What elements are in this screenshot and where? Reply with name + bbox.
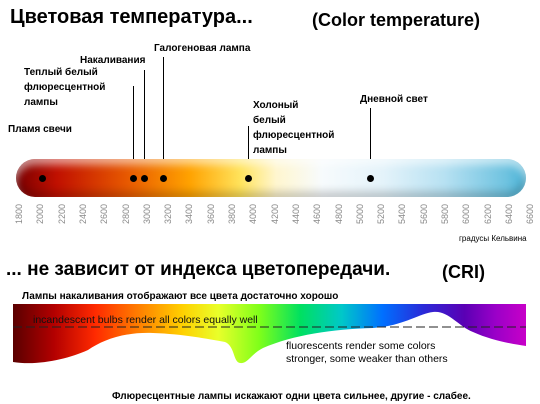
kelvin-tick-3400: 3400 bbox=[183, 204, 195, 231]
incandescent-label: Накаливания bbox=[80, 55, 146, 66]
kelvin-tick-label: 5400 bbox=[397, 204, 408, 225]
daylight-leader-line bbox=[370, 108, 371, 179]
fluorescent-annotation: fluorescents render some colors stronger… bbox=[286, 340, 448, 366]
kelvin-tick-label: 5000 bbox=[354, 204, 365, 225]
kelvin-tick-label: 5600 bbox=[418, 204, 429, 225]
kelvin-units-label: градусы Кельвина bbox=[459, 234, 527, 243]
page-title-english: (Color temperature) bbox=[312, 10, 481, 30]
fluorescent-annotation-line-2: stronger, some weaker than others bbox=[286, 353, 448, 365]
kelvin-tick-5600: 5600 bbox=[418, 204, 430, 231]
color-temperature-bar bbox=[16, 159, 526, 197]
candle-flame-label: Пламя свечи bbox=[8, 124, 72, 135]
daylight-marker bbox=[367, 175, 374, 182]
halogen-marker bbox=[160, 175, 167, 182]
kelvin-tick-label: 6200 bbox=[482, 204, 493, 225]
cool-white-leader-line bbox=[248, 126, 249, 179]
fluorescent-annotation-line-1: fluorescents render some colors bbox=[286, 340, 436, 352]
kelvin-tick-4400: 4400 bbox=[290, 204, 302, 231]
kelvin-tick-label: 6600 bbox=[525, 204, 536, 225]
warm-white-fluorescent-label: Теплый белый флюресцентной лампы bbox=[24, 67, 106, 108]
kelvin-tick-label: 2600 bbox=[99, 204, 110, 225]
cri-title-english: (CRI) bbox=[442, 262, 485, 282]
kelvin-tick-label: 4400 bbox=[290, 204, 301, 225]
kelvin-tick-4600: 4600 bbox=[311, 204, 323, 231]
candle-flame-marker bbox=[39, 175, 46, 182]
kelvin-tick-2200: 2200 bbox=[56, 204, 68, 231]
daylight-label: Дневной свет bbox=[360, 94, 428, 105]
kelvin-tick-label: 4000 bbox=[248, 204, 259, 225]
fluorescent-caption: Флюресцентные лампы искажают одни цвета … bbox=[112, 391, 471, 402]
warm-white-leader-line bbox=[133, 86, 134, 179]
cri-title: ... не зависит от индекса цветопередачи. bbox=[6, 259, 391, 280]
warm-white-fluorescent-marker bbox=[130, 175, 137, 182]
kelvin-tick-5800: 5800 bbox=[439, 204, 451, 231]
cool-white-fluorescent-label: Холоный белый флюресцентной лампы bbox=[253, 100, 335, 156]
incandescent-marker bbox=[141, 175, 148, 182]
kelvin-tick-3200: 3200 bbox=[162, 204, 174, 231]
kelvin-tick-label: 4200 bbox=[269, 204, 280, 225]
kelvin-tick-label: 5200 bbox=[376, 204, 387, 225]
kelvin-tick-5200: 5200 bbox=[375, 204, 387, 231]
kelvin-tick-2400: 2400 bbox=[77, 204, 89, 231]
kelvin-tick-label: 2400 bbox=[77, 204, 88, 225]
incandescent-leader-line bbox=[144, 70, 145, 179]
kelvin-tick-3600: 3600 bbox=[205, 204, 217, 231]
kelvin-tick-4200: 4200 bbox=[269, 204, 281, 231]
spectrum-image bbox=[13, 304, 526, 388]
kelvin-tick-2000: 2000 bbox=[34, 204, 46, 231]
kelvin-tick-6200: 6200 bbox=[482, 204, 494, 231]
kelvin-tick-label: 2200 bbox=[56, 204, 67, 225]
incandescent-annotation: incandescent bulbs render all colors equ… bbox=[33, 314, 258, 326]
incandescent-caption: Лампы накаливания отображают все цвета д… bbox=[22, 291, 339, 302]
kelvin-tick-6600: 6600 bbox=[524, 204, 536, 231]
kelvin-tick-label: 1800 bbox=[14, 204, 24, 225]
kelvin-tick-5000: 5000 bbox=[354, 204, 366, 231]
kelvin-tick-3000: 3000 bbox=[141, 204, 153, 231]
kelvin-tick-label: 6400 bbox=[503, 204, 514, 225]
kelvin-tick-3800: 3800 bbox=[226, 204, 238, 231]
kelvin-tick-label: 4600 bbox=[312, 204, 323, 225]
kelvin-tick-label: 2800 bbox=[120, 204, 131, 225]
kelvin-tick-2800: 2800 bbox=[120, 204, 132, 231]
cool-white-fluorescent-marker bbox=[245, 175, 252, 182]
kelvin-tick-5400: 5400 bbox=[396, 204, 408, 231]
kelvin-tick-label: 3800 bbox=[227, 204, 237, 225]
kelvin-tick-label: 3000 bbox=[141, 204, 152, 225]
kelvin-tick-2600: 2600 bbox=[98, 204, 110, 231]
kelvin-tick-4800: 4800 bbox=[333, 204, 345, 231]
kelvin-tick-1800: 1800 bbox=[13, 204, 25, 231]
kelvin-tick-label: 5800 bbox=[440, 204, 450, 225]
kelvin-tick-4000: 4000 bbox=[247, 204, 259, 231]
kelvin-tick-label: 3200 bbox=[163, 204, 174, 225]
page-title: Цветовая температура... bbox=[10, 6, 253, 28]
kelvin-tick-label: 6000 bbox=[461, 204, 472, 225]
kelvin-tick-label: 3600 bbox=[205, 204, 216, 225]
halogen-label: Галогеновая лампа bbox=[154, 43, 251, 54]
halogen-leader-line bbox=[163, 57, 164, 179]
kelvin-tick-label: 2000 bbox=[35, 204, 46, 225]
fluorescent-spectrum-curve bbox=[13, 311, 526, 388]
kelvin-tick-label: 3400 bbox=[184, 204, 195, 225]
spectrum-overlay bbox=[13, 311, 526, 388]
kelvin-tick-label: 4800 bbox=[333, 204, 344, 225]
kelvin-tick-6000: 6000 bbox=[460, 204, 472, 231]
kelvin-tick-6400: 6400 bbox=[503, 204, 515, 231]
